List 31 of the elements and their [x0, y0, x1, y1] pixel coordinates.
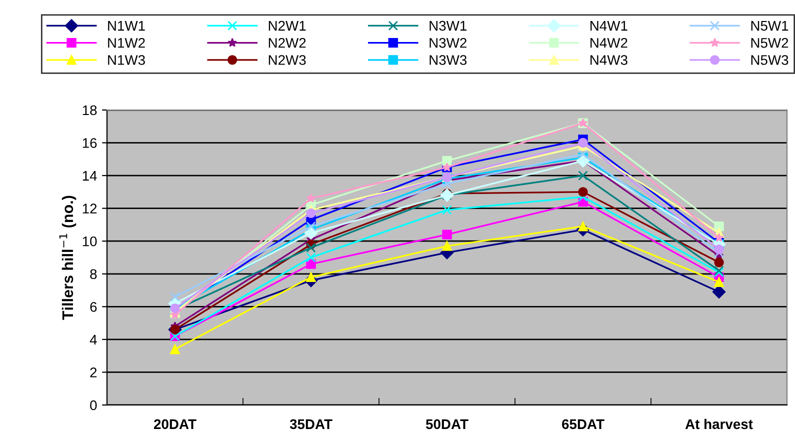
legend-label: N2W3	[268, 55, 306, 65]
y-tick-label: 4	[90, 334, 97, 344]
legend-label: N2W2	[268, 38, 306, 48]
y-tick-label: 8	[90, 269, 97, 280]
legend-label: N5W3	[751, 55, 788, 65]
legend-label: N1W3	[108, 55, 145, 65]
legend-label: N3W3	[430, 55, 467, 65]
y-tick-label: 6	[90, 302, 97, 312]
legend-label: N2W1	[268, 20, 306, 31]
y-tick-label: 18	[82, 105, 97, 116]
legend-label: N1W2	[108, 38, 145, 48]
y-axis-title: Tillers hill$^{−1}$ (no.)	[59, 196, 76, 320]
legend-label: N3W2	[430, 38, 466, 48]
y-tick-label: 16	[82, 138, 97, 148]
legend-label: N4W2	[590, 38, 628, 48]
x-tick-label: 65DAT	[562, 419, 604, 430]
legend-label: N4W3	[590, 55, 628, 65]
y-tick-label: 2	[90, 368, 97, 378]
y-tick-label: 10	[82, 236, 97, 246]
x-tick-label: 20DAT	[154, 419, 196, 430]
legend-label: N3W1	[430, 20, 466, 31]
x-tick-label: 35DAT	[290, 419, 332, 430]
legend-label: N1W1	[108, 21, 145, 31]
x-tick-label: At harvest	[685, 418, 753, 430]
legend-label: N5W2	[751, 38, 788, 48]
y-tick-label: 14	[82, 171, 97, 181]
x-tick-label: 50DAT	[426, 419, 468, 430]
legend-label: N4W1	[590, 21, 628, 31]
y-tick-label: 0	[90, 400, 97, 410]
legend-label: N5W1	[751, 21, 788, 31]
y-tick-label: 12	[82, 204, 97, 214]
